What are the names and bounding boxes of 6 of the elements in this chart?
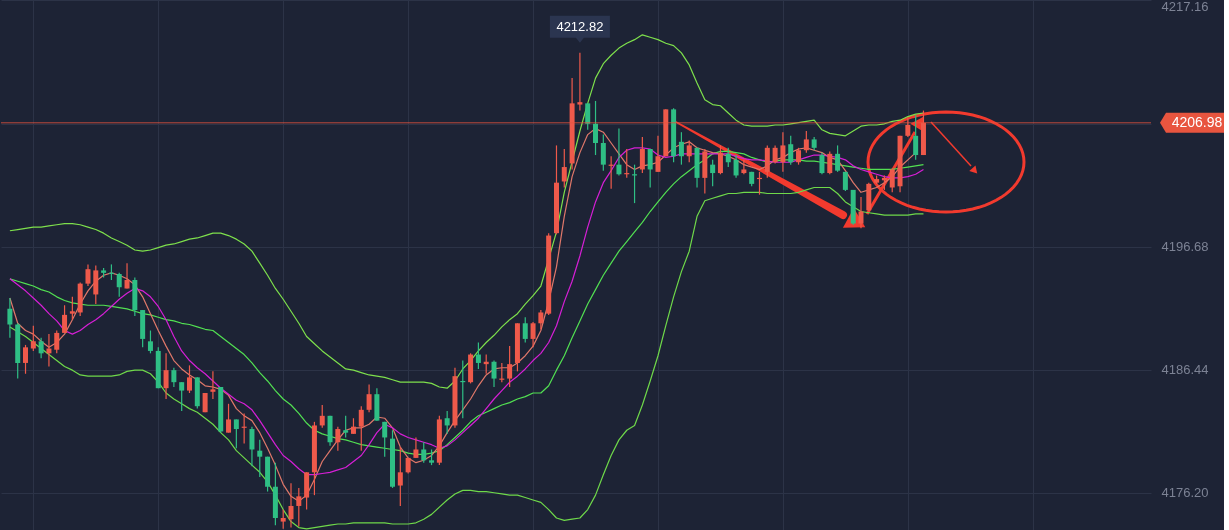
y-tick-label: 4196.68 xyxy=(1161,239,1209,255)
annotation: 4212.82 xyxy=(556,18,604,34)
y-tick-label: 4217.16 xyxy=(1161,0,1209,14)
y-tick-label: 4176.20 xyxy=(1161,485,1209,501)
y-tick-label: 4186.44 xyxy=(1161,362,1209,378)
ref-line-label: 4206.98 xyxy=(1171,113,1223,130)
